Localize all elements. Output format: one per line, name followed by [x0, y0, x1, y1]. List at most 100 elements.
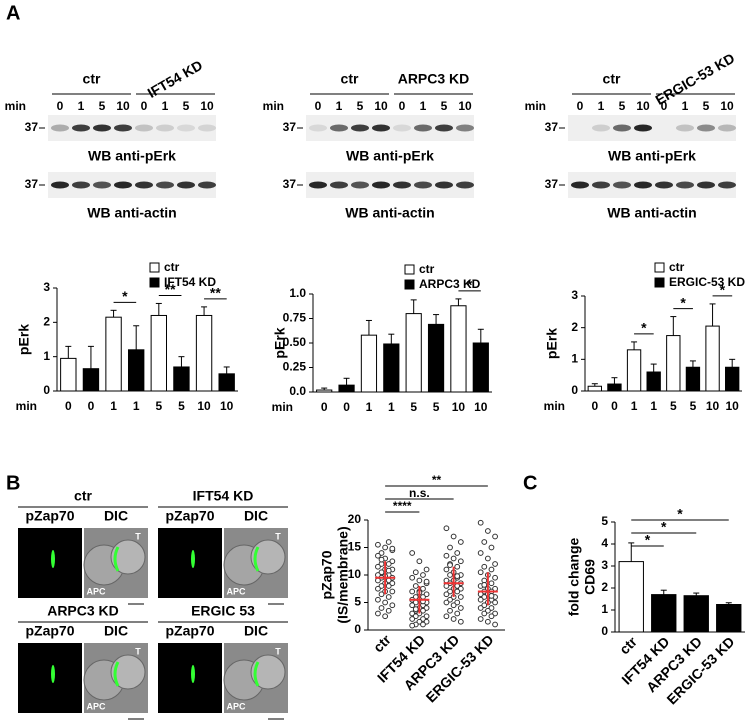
band	[351, 181, 369, 189]
time-unit: min	[5, 99, 26, 113]
bar	[685, 366, 701, 392]
y-axis-label: pErk	[544, 328, 560, 359]
x-tick-label: 0	[591, 399, 598, 413]
blot-caption: WB anti-pErk	[88, 148, 176, 164]
y-axis-label: pErk	[272, 327, 288, 358]
bar	[405, 313, 422, 393]
bar	[651, 594, 677, 633]
y-axis-label: (IS/membrane)	[335, 526, 351, 623]
sig-label: *	[677, 506, 683, 522]
x-axis-label: min	[272, 400, 293, 414]
band	[634, 181, 652, 189]
sig-label: *	[680, 294, 686, 310]
band	[93, 181, 111, 189]
time-label: 10	[458, 99, 472, 113]
legend-swatch	[149, 262, 160, 273]
band	[330, 124, 348, 132]
channel-label: DIC	[104, 623, 128, 639]
time-label: 5	[619, 99, 626, 113]
point	[375, 577, 381, 584]
point	[443, 613, 450, 620]
y-tick-label: 1	[601, 602, 608, 616]
blot-caption: WB anti-actin	[607, 205, 696, 221]
sig-label: ****	[393, 499, 412, 513]
x-tick-label: 10	[474, 400, 488, 414]
y-axis-label: pZap70	[319, 550, 335, 599]
cell-title: ctr	[74, 488, 92, 504]
band	[456, 124, 474, 132]
point	[423, 578, 430, 585]
mw-marker: 37	[25, 177, 39, 191]
mw-marker: 37	[25, 120, 39, 134]
y-tick-label: 15	[348, 540, 362, 554]
bar	[587, 385, 602, 392]
x-tick-label: 5	[433, 400, 440, 414]
signal	[191, 550, 195, 568]
point	[443, 591, 450, 598]
time-label: 10	[116, 99, 130, 113]
bar	[105, 316, 122, 392]
time-label: 5	[99, 99, 106, 113]
bar	[316, 389, 333, 393]
band	[655, 125, 673, 132]
cell-label: T	[135, 646, 141, 656]
legend-label: ctr	[669, 260, 685, 274]
time-label: 10	[636, 99, 650, 113]
band	[198, 181, 216, 189]
point	[450, 602, 457, 609]
y-tick-label: 0.0	[289, 384, 306, 398]
point	[492, 621, 498, 628]
point	[443, 525, 450, 532]
bar	[427, 323, 445, 393]
band	[592, 181, 610, 189]
sig-label: *	[720, 282, 726, 298]
point	[488, 593, 495, 599]
cell	[250, 654, 286, 690]
band	[51, 124, 69, 132]
sig-label: **	[432, 473, 442, 487]
point	[477, 616, 484, 622]
sig-label: *	[122, 288, 128, 304]
panel-letter: A	[6, 2, 20, 24]
fluorescence-image	[18, 643, 82, 713]
point	[481, 539, 488, 545]
point	[443, 583, 450, 589]
band	[571, 125, 589, 132]
band	[372, 124, 390, 132]
channel-label: DIC	[104, 508, 128, 524]
bar	[82, 368, 100, 392]
point	[488, 580, 495, 587]
x-tick-label: 5	[155, 399, 162, 413]
sig-label: **	[210, 285, 221, 301]
point	[409, 574, 416, 581]
x-tick-label: 5	[410, 400, 417, 414]
fluorescence-image	[158, 528, 222, 598]
band	[393, 181, 411, 189]
point	[412, 569, 419, 576]
band	[456, 181, 474, 189]
point	[412, 583, 419, 589]
channel-label: pZap70	[165, 508, 214, 524]
band	[613, 181, 631, 189]
point	[447, 562, 453, 568]
y-axis-label: pErk	[16, 324, 32, 355]
y-tick-label: 5	[601, 514, 608, 528]
time-label: 1	[598, 99, 605, 113]
signal	[253, 661, 260, 687]
signal	[113, 661, 120, 687]
legend-label: IFT54 KD	[164, 275, 216, 289]
time-label: 0	[661, 99, 668, 113]
bar	[646, 371, 661, 392]
time-label: 10	[720, 99, 734, 113]
band	[135, 181, 153, 189]
band	[135, 124, 153, 132]
point	[409, 622, 416, 629]
point	[385, 561, 392, 567]
bar	[360, 334, 378, 393]
legend-swatch	[404, 264, 415, 275]
time-label: 1	[420, 99, 427, 113]
channel-label: DIC	[244, 508, 268, 524]
x-tick-label: 10	[706, 399, 720, 413]
point	[385, 567, 392, 574]
legend-label: ctr	[419, 262, 435, 276]
